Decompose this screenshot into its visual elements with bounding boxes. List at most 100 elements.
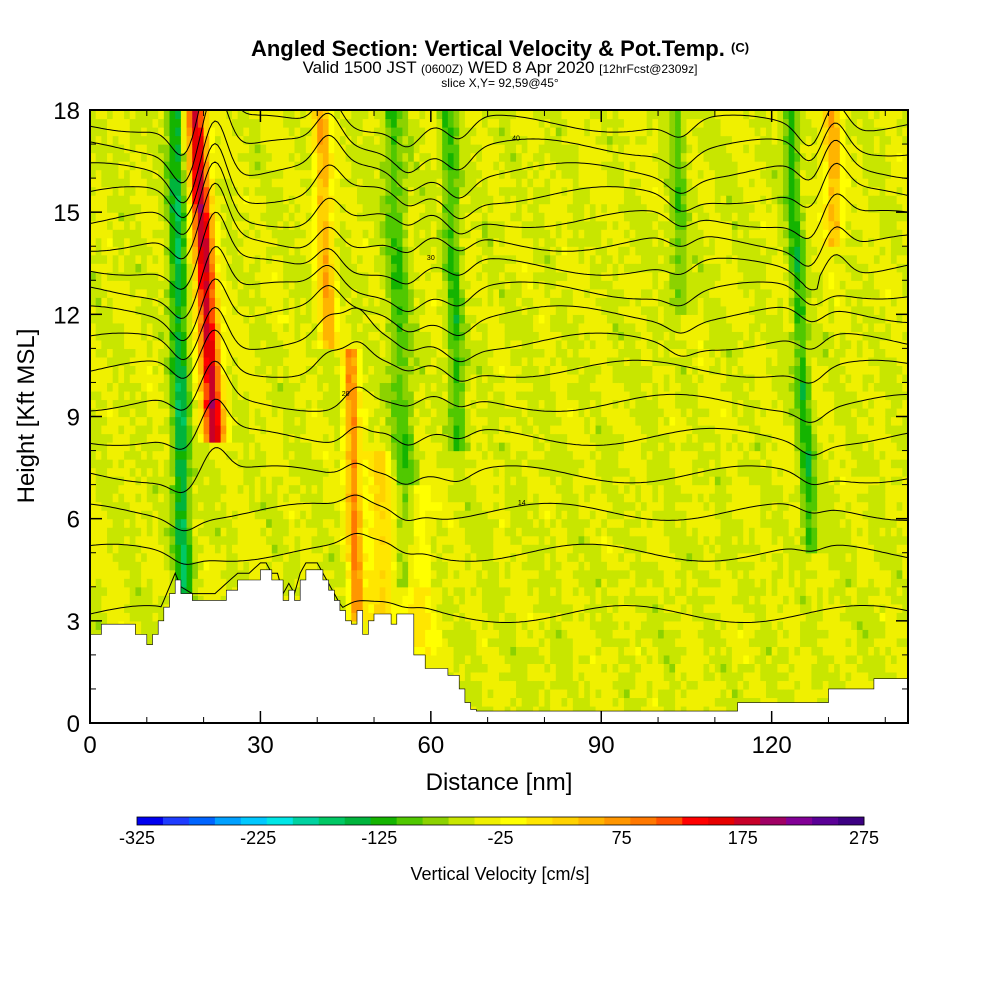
velocity-cell [339,220,347,230]
velocity-cell [300,118,307,128]
velocity-cell [453,339,460,349]
velocity-cell [129,229,137,239]
velocity-cell [334,305,341,315]
velocity-cell [317,425,324,435]
velocity-cell [112,263,119,273]
velocity-cell [232,510,239,520]
velocity-cell [192,246,199,256]
velocity-cell [425,501,432,511]
velocity-cell [90,578,97,588]
velocity-cell [464,305,472,315]
velocity-cell [135,229,142,239]
velocity-cell [243,382,250,392]
velocity-cell [453,288,460,298]
velocity-cell [266,450,273,460]
velocity-cell [175,254,182,264]
velocity-cell [90,442,97,452]
velocity-cell [464,331,472,341]
velocity-cell [476,237,483,247]
velocity-cell [311,416,318,426]
velocity-cell [277,459,284,469]
velocity-cell [368,271,375,281]
velocity-cell [294,595,301,605]
velocity-cell [254,297,262,307]
velocity-cell [107,203,114,213]
velocity-cell [419,246,426,256]
velocity-cell [425,569,432,579]
velocity-cell [408,595,415,605]
velocity-cell [277,348,284,358]
velocity-cell [232,561,239,571]
velocity-cell [146,527,154,537]
velocity-cell [453,518,460,528]
velocity-cell [237,569,244,579]
velocity-cell [464,629,472,639]
velocity-cell [436,382,443,392]
velocity-cell [328,442,335,452]
velocity-cell [186,365,193,375]
velocity-cell [135,263,142,273]
velocity-cell [163,493,171,503]
velocity-cell [112,433,119,443]
velocity-cell [266,493,273,503]
velocity-cell [476,493,483,503]
velocity-cell [129,603,137,613]
velocity-cell [249,442,256,452]
velocity-cell [163,271,171,281]
velocity-cell [209,339,216,349]
velocity-cell [266,186,273,196]
velocity-cell [374,271,381,281]
velocity-cell [368,127,375,137]
velocity-cell [447,178,455,188]
velocity-cell [124,280,131,290]
velocity-cell [95,629,102,639]
velocity-cell [339,535,347,545]
velocity-cell [101,365,108,375]
velocity-cell [107,467,114,477]
velocity-cell [300,527,307,537]
velocity-cell [90,203,97,213]
velocity-cell [391,263,398,273]
velocity-cell [430,186,438,196]
velocity-cell [396,271,404,281]
velocity-cell [141,442,148,452]
velocity-cell [379,203,386,213]
velocity-cell [425,195,432,205]
velocity-cell [152,552,159,562]
velocity-cell [368,501,375,511]
velocity-cell [107,425,114,435]
velocity-cell [408,110,415,120]
velocity-cell [322,356,330,367]
velocity-cell [379,322,386,332]
velocity-cell [385,552,392,562]
velocity-cell [129,220,137,230]
velocity-cell [288,493,296,503]
velocity-cell [175,442,182,452]
velocity-cell [124,467,131,477]
velocity-cell [192,569,199,579]
velocity-cell [368,305,375,315]
velocity-cell [146,399,154,409]
velocity-cell [192,110,199,120]
velocity-cell [374,586,381,596]
velocity-cell [300,510,307,520]
velocity-cell [124,356,131,367]
velocity-cell [362,569,369,579]
velocity-cell [146,595,154,605]
velocity-cell [419,561,426,571]
velocity-cell [158,288,165,298]
velocity-cell [277,161,284,171]
velocity-cell [283,203,290,213]
velocity-cell [124,561,131,571]
velocity-cell [413,365,421,375]
velocity-cell [95,373,102,384]
velocity-cell [356,322,364,332]
velocity-cell [260,552,267,562]
velocity-cell [254,373,262,384]
velocity-cell [135,586,142,596]
velocity-cell [288,450,296,460]
velocity-cell [152,433,159,443]
velocity-cell [203,339,210,349]
velocity-cell [356,110,364,120]
